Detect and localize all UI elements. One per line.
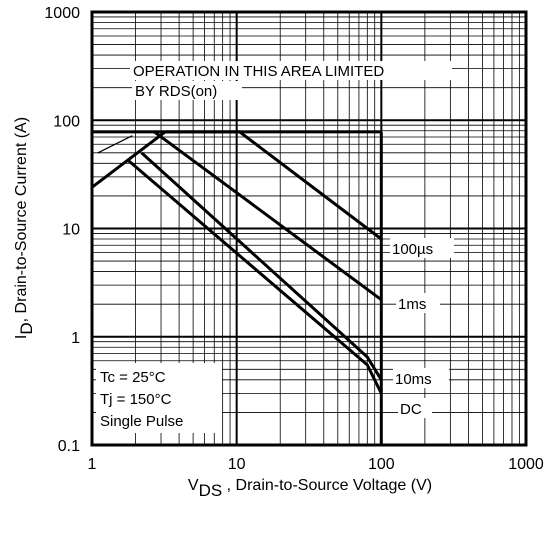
x-tick-label: 100: [368, 456, 395, 473]
label-1ms: 1ms: [398, 296, 426, 313]
x-tick-label: 1000: [508, 456, 544, 473]
label-10ms: 10ms: [395, 371, 432, 388]
rds-label-line2: BY RDS(on): [135, 83, 217, 100]
y-tick-label: 10: [62, 222, 80, 239]
y-tick-labels: 0.1 1 10 100 1000: [44, 5, 80, 455]
y-tick-label: 100: [53, 113, 80, 130]
y-tick-label: 0.1: [58, 438, 80, 455]
series-line-0: [91, 130, 383, 241]
series-line-3: [127, 159, 383, 395]
series-lines: [91, 130, 383, 395]
y-tick-label: 1: [71, 330, 80, 347]
rds-pointer-line: [97, 135, 133, 154]
series-labels: 100µs 1ms 10ms DC: [390, 238, 454, 418]
x-tick-labels: 1 10 100 1000: [88, 456, 544, 473]
rds-annotation: OPERATION IN THIS AREA LIMITED BY RDS(on…: [97, 61, 452, 154]
condition-tc: Tc = 25°C: [100, 369, 166, 386]
plot-frame: [90, 10, 528, 447]
condition-tj: Tj = 150°C: [100, 391, 172, 408]
series-line-1: [153, 130, 383, 301]
label-100us: 100µs: [392, 241, 433, 258]
y-axis-title: ID, Drain-to-Source Current (A): [13, 117, 36, 339]
conditions-box: Tc = 25°C Tj = 150°C Single Pulse: [96, 363, 222, 433]
y-tick-label: 1000: [44, 5, 80, 22]
label-dc: DC: [400, 401, 422, 418]
x-tick-label: 1: [88, 456, 97, 473]
condition-pulse: Single Pulse: [100, 413, 183, 430]
x-tick-label: 10: [228, 456, 246, 473]
x-axis-title: VDS , Drain-to-Source Voltage (V): [188, 477, 432, 500]
series-line-2: [140, 151, 383, 381]
rds-label-line1: OPERATION IN THIS AREA LIMITED: [133, 63, 384, 80]
